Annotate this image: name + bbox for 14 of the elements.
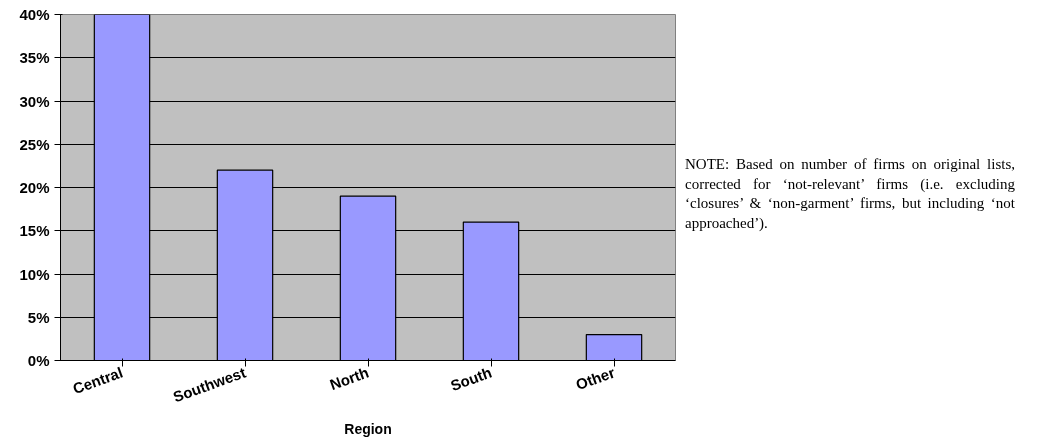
x-tick-label: North xyxy=(327,363,371,394)
y-tick-label: 35% xyxy=(19,49,50,67)
y-tick-label: 20% xyxy=(19,179,50,196)
y-tick-label: 10% xyxy=(19,265,50,283)
x-tick-label: South xyxy=(448,363,494,395)
x-axis-title: Region xyxy=(344,421,392,438)
y-tick-label: 40% xyxy=(19,6,50,23)
text: NOTE: Based on number of firms on original lists, corrected for ‘not-relevant’ firms (i.e. excluding ‘closures’ & ‘non-garment’ firms, but including ‘not approached’). xyxy=(685,155,1015,233)
x-tick-label: Other xyxy=(573,363,618,394)
y-tick-label: 30% xyxy=(19,92,50,110)
y-tick-label: 15% xyxy=(19,222,50,240)
y-tick-label: 0% xyxy=(27,352,50,369)
y-tick-label: 5% xyxy=(27,308,50,326)
y-tick-label: 25% xyxy=(19,135,50,153)
